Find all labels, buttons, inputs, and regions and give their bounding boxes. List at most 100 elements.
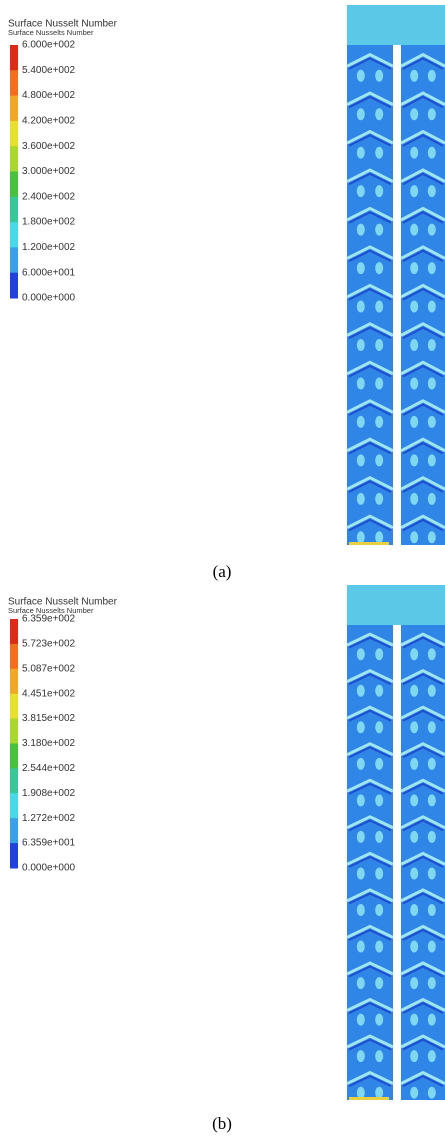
hotspot	[410, 648, 419, 661]
hotspot	[410, 757, 419, 770]
chevron	[346, 360, 394, 376]
hotspot	[356, 721, 365, 734]
hotspot	[375, 185, 384, 198]
hotspot	[427, 339, 436, 351]
caption: (b)	[212, 1114, 232, 1133]
chevron	[346, 924, 394, 939]
hotspot	[427, 940, 436, 953]
hotspot	[410, 146, 419, 159]
hotspot	[375, 757, 384, 770]
legend-label: 1.200e+002	[22, 242, 76, 253]
chevron	[400, 632, 445, 647]
colorbar-segment	[10, 95, 18, 122]
hotspot	[375, 648, 384, 661]
colorbar-segment	[10, 196, 18, 223]
hotspot	[410, 867, 419, 880]
hotspot	[427, 531, 436, 544]
hotspot	[427, 1050, 436, 1063]
chevron-core	[348, 1002, 392, 1014]
hotspot	[375, 794, 384, 807]
hotspot	[375, 904, 384, 916]
chevron-core	[402, 172, 444, 186]
chevron	[346, 961, 394, 976]
hotspot	[375, 830, 384, 843]
legend-subtitle: Surface Nusselts Number	[8, 606, 94, 615]
chevron	[346, 1034, 394, 1049]
channel-top	[347, 5, 445, 45]
hotspot	[356, 531, 365, 544]
chevron	[400, 1034, 445, 1049]
chevron	[346, 322, 394, 337]
hotspot	[427, 721, 436, 734]
chevron-core	[348, 480, 392, 493]
colorbar-segment	[10, 643, 18, 670]
hotspot	[356, 977, 365, 990]
hotspot	[427, 648, 436, 661]
hotspot	[410, 1013, 419, 1026]
chevron-core	[402, 782, 444, 795]
hotspot	[427, 794, 436, 807]
legend-label: 0.000e+000	[22, 863, 76, 874]
chevron	[346, 742, 394, 757]
chevron-core	[402, 326, 444, 339]
colorbar-segment	[10, 222, 18, 248]
chevron-core	[348, 892, 392, 905]
chevron-core	[402, 249, 444, 263]
chevron-core	[402, 403, 444, 416]
channel-left	[347, 585, 393, 1100]
chevron-core	[348, 819, 392, 832]
chevron	[346, 705, 394, 720]
divider	[393, 630, 401, 1100]
hotspot	[410, 377, 419, 390]
hotspot	[375, 1050, 384, 1063]
chevron-core	[402, 365, 444, 378]
hotspot	[410, 830, 419, 843]
hotspot	[356, 1086, 365, 1099]
chevron	[346, 632, 394, 647]
hotspot	[356, 904, 365, 916]
hotspot	[356, 648, 365, 661]
hotspot	[356, 830, 365, 843]
chevron	[400, 961, 445, 976]
chevron-core	[402, 211, 444, 224]
legend-label: 1.272e+002	[22, 813, 76, 824]
chevron-core	[402, 636, 444, 649]
legend-title: Surface Nusselt Number	[8, 19, 118, 30]
hotspot	[356, 185, 365, 198]
hotspot	[427, 757, 436, 770]
chevron	[400, 245, 445, 260]
chevron	[400, 778, 445, 793]
hotspot	[410, 684, 419, 697]
chevron	[346, 888, 394, 903]
chevron	[346, 437, 394, 453]
legend-label: 0.000e+000	[22, 293, 76, 304]
hotspot	[375, 300, 384, 313]
chevron	[400, 705, 445, 720]
hotspot	[410, 300, 419, 313]
chevron-core	[348, 288, 392, 301]
chevron-core	[402, 673, 444, 686]
legend-title: Surface Nusselt Number	[8, 597, 118, 608]
hotspot	[356, 794, 365, 807]
chevron	[400, 360, 445, 376]
chevron-core	[402, 95, 444, 109]
hotspot	[410, 223, 419, 236]
chevron	[400, 322, 445, 337]
chevron-core	[402, 441, 444, 455]
colorbar-segment	[10, 120, 18, 147]
legend-label: 3.000e+002	[22, 166, 76, 177]
colorbar-segment	[10, 70, 18, 97]
legend-label: 3.815e+002	[22, 713, 76, 724]
hotspot	[375, 977, 384, 990]
chevron	[400, 399, 445, 414]
bottom-strip	[349, 542, 389, 545]
hotspot	[410, 1050, 419, 1063]
chevron-core	[402, 518, 444, 532]
hotspot	[356, 454, 365, 467]
colorbar-segment	[10, 768, 18, 794]
chevron	[346, 129, 394, 145]
hotspot	[410, 721, 419, 734]
colorbar-segment	[10, 843, 18, 869]
chevron-core	[348, 249, 392, 263]
chevron-core	[402, 855, 444, 868]
